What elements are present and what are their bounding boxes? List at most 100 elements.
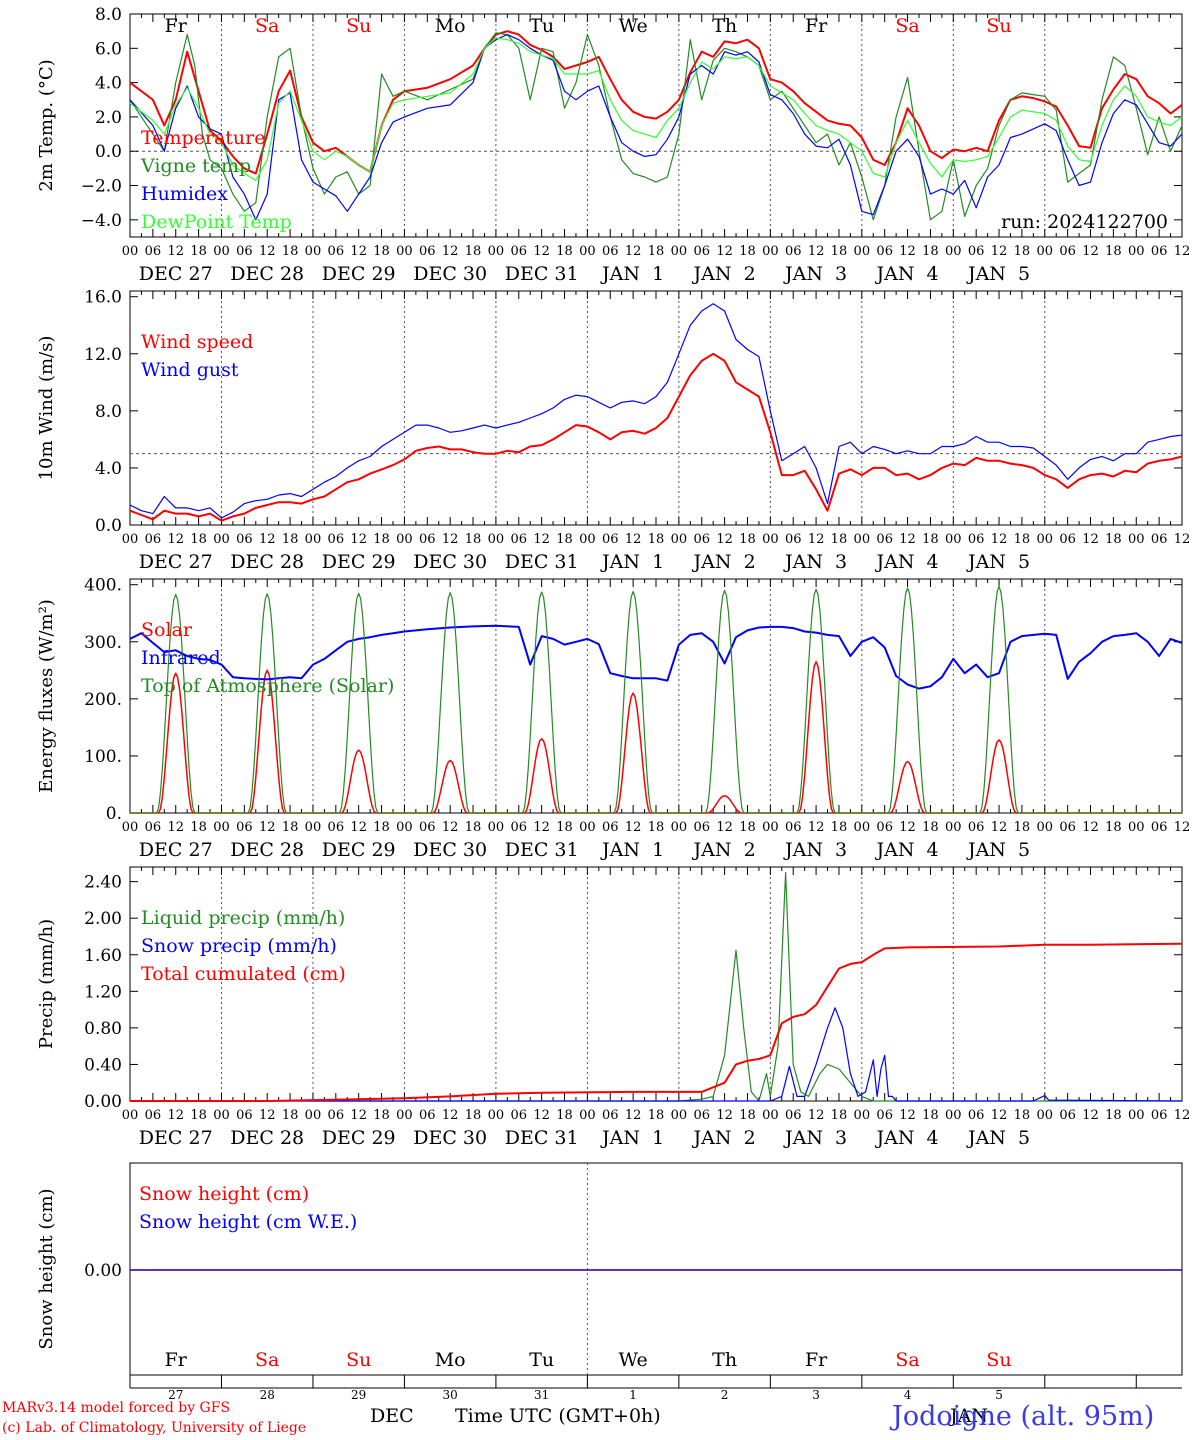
legend-entry: DewPoint Temp [141, 211, 292, 233]
hour-tick-label: 18 [831, 244, 848, 259]
hour-tick-label: 06 [419, 532, 436, 547]
hour-tick-label: 06 [236, 532, 253, 547]
hour-tick-label: 18 [556, 1108, 573, 1123]
weekday-label: Su [346, 1349, 371, 1371]
hour-tick-label: 12 [1174, 1108, 1191, 1123]
hour-tick-label: 00 [122, 532, 139, 547]
hour-tick-label: 12 [1082, 1108, 1099, 1123]
hour-tick-label: 00 [671, 820, 688, 835]
legend-entry: Wind gust [141, 359, 239, 381]
hour-tick-label: 00 [122, 820, 139, 835]
hour-tick-label: 12 [1174, 820, 1191, 835]
hour-tick-label: 18 [1105, 1108, 1122, 1123]
hour-tick-label: 12 [808, 820, 825, 835]
hour-tick-label: 00 [762, 532, 779, 547]
series-humidex [129, 34, 1183, 221]
hour-tick-label: 12 [991, 1108, 1008, 1123]
hour-tick-label: 06 [785, 1108, 802, 1123]
weekday-label: Su [986, 15, 1011, 37]
day-number: 28 [260, 1388, 275, 1402]
date-label: JAN 2 [692, 551, 756, 573]
hour-tick-label: 18 [1105, 244, 1122, 259]
hour-tick-label: 06 [876, 532, 893, 547]
hour-tick-label: 06 [1059, 532, 1076, 547]
weekday-label: Fr [165, 15, 188, 37]
panel-temperature: 8.0 6.0 4.0 2.0 0.0 −2.0 −4.0 2m Temp. (°C) 00 06… [36, 5, 1190, 285]
hour-tick-label: 12 [899, 532, 916, 547]
hour-tick-label: 18 [282, 1108, 299, 1123]
hour-tick-label: 00 [305, 244, 322, 259]
date-label: DEC 28 [230, 551, 304, 573]
hour-tick-label: 06 [968, 1108, 985, 1123]
hour-tick-label: 12 [716, 820, 733, 835]
date-label: JAN 5 [966, 551, 1030, 573]
hour-tick-label: 18 [373, 1108, 390, 1123]
y-tick-label: 0.0 [95, 516, 122, 536]
y-tick-label: 1.20 [84, 982, 122, 1002]
hour-tick-label: 06 [693, 1108, 710, 1123]
series-liquid-precip-mm-h [130, 871, 1182, 1102]
series-wind-speed [129, 352, 1183, 522]
hour-tick-label: 00 [305, 1108, 322, 1123]
hour-tick-label: 06 [602, 532, 619, 547]
day-number: 2 [721, 1388, 729, 1402]
month-label-dec: DEC [370, 1405, 414, 1427]
date-label: JAN 4 [874, 263, 938, 285]
hour-tick-label: 00 [854, 820, 871, 835]
run-label: run: 2024122700 [1001, 211, 1168, 233]
hour-tick-label: 12 [533, 820, 550, 835]
weekday-label: We [619, 15, 648, 37]
y-tick-label: 100. [84, 747, 122, 767]
y-tick-label: 16.0 [84, 288, 122, 308]
hour-tick-label: 18 [1014, 532, 1031, 547]
hour-tick-label: 00 [1128, 244, 1145, 259]
hour-tick-label: 12 [625, 820, 642, 835]
date-label: DEC 30 [413, 839, 487, 861]
hour-tick-label: 00 [305, 820, 322, 835]
hour-tick-label: 18 [922, 244, 939, 259]
y-axis-label: 2m Temp. (°C) [36, 59, 57, 191]
hour-tick-label: 00 [671, 1108, 688, 1123]
y-tick-label: 200. [84, 690, 122, 710]
date-label: JAN 2 [692, 1127, 756, 1149]
plot-frame [129, 13, 1183, 238]
hour-tick-label: 18 [373, 820, 390, 835]
hour-tick-label: 06 [145, 532, 162, 547]
hour-tick-label: 06 [876, 1108, 893, 1123]
y-tick-label: 0.0 [95, 142, 122, 162]
hour-tick-label: 12 [167, 244, 184, 259]
hour-tick-label: 06 [1059, 244, 1076, 259]
hour-tick-label: 00 [945, 244, 962, 259]
hour-tick-label: 18 [739, 1108, 756, 1123]
date-label: JAN 2 [692, 839, 756, 861]
hour-tick-label: 18 [922, 820, 939, 835]
credit-line-1: MARv3.14 model forced by GFS [2, 1400, 231, 1416]
hour-tick-label: 12 [442, 1108, 459, 1123]
panel-snow: 0.00 Snow height (cm) Snow height (cm) Snow… [36, 1162, 1183, 1402]
weekday-label: Th [712, 15, 737, 37]
hour-tick-label: 12 [350, 820, 367, 835]
hour-tick-label: 06 [1059, 1108, 1076, 1123]
hour-tick-label: 00 [762, 1108, 779, 1123]
series-wind-gust [129, 303, 1183, 519]
hour-tick-label: 06 [876, 820, 893, 835]
hour-tick-label: 06 [236, 820, 253, 835]
hour-tick-label: 06 [602, 820, 619, 835]
day-number: 29 [351, 1388, 366, 1402]
hour-tick-label: 12 [716, 532, 733, 547]
hour-tick-label: 12 [1174, 244, 1191, 259]
y-axis-label: 10m Wind (m/s) [36, 336, 57, 481]
y-tick-label: −2.0 [81, 177, 122, 197]
hour-tick-label: 12 [1082, 820, 1099, 835]
hour-tick-label: 12 [625, 532, 642, 547]
weekday-label: We [619, 1349, 648, 1371]
hour-tick-label: 00 [396, 244, 413, 259]
series-dewpoint-temp [129, 37, 1183, 181]
date-label: DEC 30 [413, 263, 487, 285]
hour-tick-label: 18 [465, 532, 482, 547]
hour-tick-label: 12 [442, 532, 459, 547]
date-label: JAN 3 [783, 551, 847, 573]
hour-tick-label: 18 [739, 820, 756, 835]
legend-entry: Infrared [141, 647, 221, 669]
series-total-cumulated-cm [130, 942, 1183, 1102]
